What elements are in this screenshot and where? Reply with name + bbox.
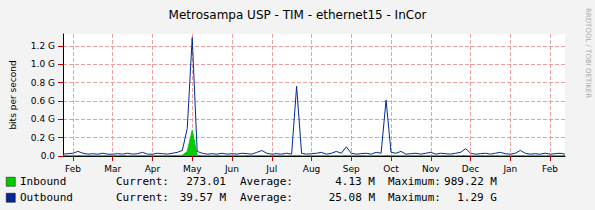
svg-text:273.01: 273.01	[186, 175, 226, 188]
svg-text:Aug: Aug	[303, 164, 321, 174]
svg-text:0.8 G: 0.8 G	[31, 78, 55, 88]
svg-text:Mar: Mar	[104, 164, 121, 174]
svg-text:Sep: Sep	[343, 164, 360, 174]
svg-text:Feb: Feb	[65, 164, 81, 174]
svg-text:Metrosampa USP - TIM - etherne: Metrosampa USP - TIM - ethernet15 - InCo…	[169, 8, 427, 22]
svg-text:25.08 M: 25.08 M	[329, 191, 376, 204]
svg-text:0.2 G: 0.2 G	[31, 133, 55, 143]
svg-text:Current:: Current:	[116, 191, 169, 204]
svg-text:Feb: Feb	[542, 164, 558, 174]
svg-text:Apr: Apr	[145, 164, 161, 174]
svg-text:May: May	[183, 164, 202, 174]
svg-text:Dec: Dec	[462, 164, 479, 174]
svg-text:0.4 G: 0.4 G	[31, 114, 55, 124]
svg-text:bits per second: bits per second	[8, 60, 18, 129]
svg-text:Average:: Average:	[240, 191, 293, 204]
svg-text:Maximum:: Maximum:	[388, 191, 441, 204]
svg-text:4.13 M: 4.13 M	[335, 175, 375, 188]
svg-text:Inbound: Inbound	[20, 175, 66, 188]
svg-text:Current:: Current:	[116, 175, 169, 188]
svg-text:Jul: Jul	[265, 164, 277, 174]
svg-text:1.2 G: 1.2 G	[31, 41, 55, 51]
svg-text:Jun: Jun	[224, 164, 239, 174]
svg-text:RRDTOOL / TOBI OETIKER: RRDTOOL / TOBI OETIKER	[584, 8, 592, 98]
svg-text:1.0 G: 1.0 G	[31, 59, 55, 69]
svg-text:Nov: Nov	[422, 164, 440, 174]
svg-text:Oct: Oct	[383, 164, 399, 174]
svg-text:0.0: 0.0	[41, 151, 56, 161]
svg-text:Average:: Average:	[240, 175, 293, 188]
svg-text:989.22 M: 989.22 M	[444, 175, 497, 188]
svg-text:Outbound: Outbound	[20, 191, 73, 204]
svg-text:1.29 G: 1.29 G	[457, 191, 497, 204]
svg-text:39.57 M: 39.57 M	[180, 191, 227, 204]
svg-text:0.6 G: 0.6 G	[31, 96, 55, 106]
svg-text:Jan: Jan	[502, 164, 517, 174]
svg-text:Maximum:: Maximum:	[388, 175, 441, 188]
